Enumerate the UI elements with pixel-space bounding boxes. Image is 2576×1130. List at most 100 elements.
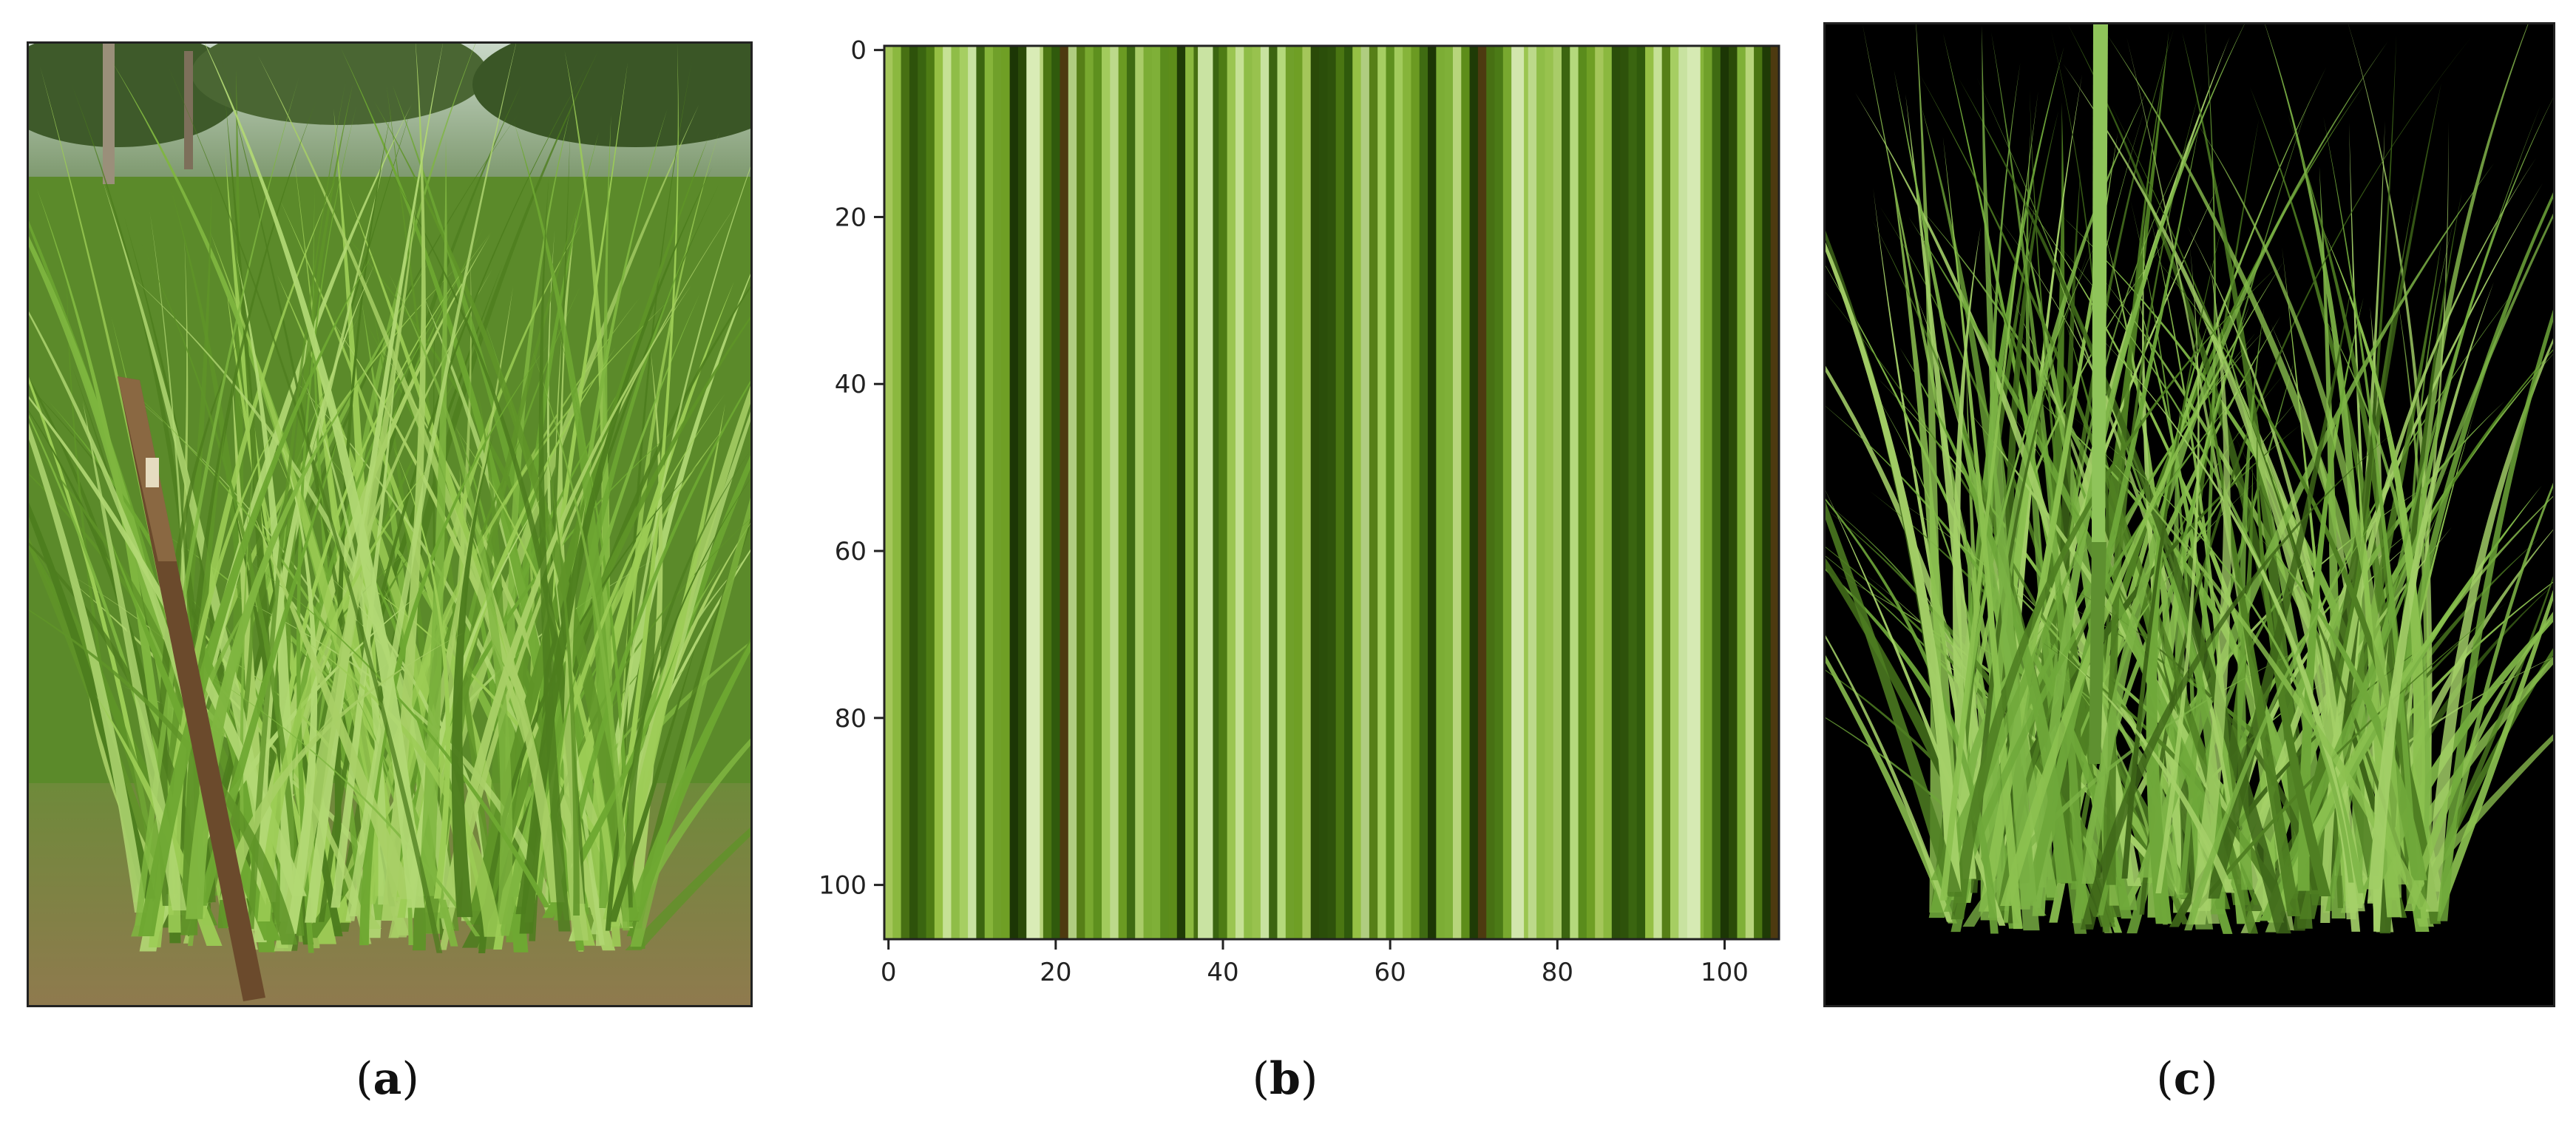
stripe — [909, 46, 918, 939]
grass-blade — [340, 47, 589, 915]
stripe — [1561, 46, 1570, 939]
stripe — [1628, 46, 1638, 939]
stripe — [1335, 46, 1345, 939]
stripe — [1477, 46, 1487, 939]
caption-a: (a) — [356, 1053, 419, 1105]
grass-blade — [204, 44, 425, 908]
grass-blade — [2089, 436, 2431, 910]
stripe — [1670, 46, 1679, 939]
grass-blade — [135, 77, 299, 926]
stripe — [1720, 46, 1729, 939]
stripe — [1093, 46, 1102, 939]
grass-blade — [624, 641, 750, 921]
grass-blade — [2130, 200, 2198, 924]
stripe — [976, 46, 986, 939]
stripe — [1595, 46, 1604, 939]
stripe — [1085, 46, 1094, 939]
grass-blade — [545, 281, 734, 895]
grass-blade — [1826, 501, 1963, 897]
grass-blade — [2234, 183, 2543, 891]
stripe — [1110, 46, 1119, 939]
grass-blade — [138, 249, 376, 937]
segmented-grass-illustration — [1826, 24, 2553, 1005]
stripe — [934, 46, 943, 939]
stripe — [1486, 46, 1496, 939]
grass-blade — [334, 103, 393, 896]
stripe — [1770, 46, 1780, 939]
stripe — [1645, 46, 1654, 939]
y-tick-label: 60 — [835, 537, 867, 566]
grass-blade — [1968, 411, 2285, 923]
grass-blade — [2367, 282, 2494, 904]
y-tick-label: 0 — [850, 36, 867, 66]
caption-b: (b) — [1252, 1053, 1318, 1105]
stripe — [1737, 46, 1746, 939]
x-axis-ticks: 0 20 40 60 80 100 — [881, 939, 1749, 987]
grass-blade — [1982, 25, 2040, 931]
stripe-plot-svg: 0 20 40 60 80 100 0 20 40 60 80 100 — [818, 36, 1780, 987]
y-axis-ticks: 0 20 40 60 80 100 — [818, 36, 884, 901]
stripe — [1102, 46, 1111, 939]
stripe — [993, 46, 1002, 939]
grass-blade — [1980, 89, 2148, 921]
stripe — [1244, 46, 1253, 939]
stripe — [1729, 46, 1738, 939]
grass-blade — [392, 444, 451, 899]
y-tick-label: 100 — [818, 871, 867, 901]
grass-blade — [278, 433, 318, 934]
stripe — [1461, 46, 1471, 939]
grass-blade — [328, 315, 616, 951]
stripe — [1269, 46, 1278, 939]
grass-blade — [2425, 338, 2553, 912]
stripe — [926, 46, 935, 939]
grass-blade — [538, 175, 571, 932]
stripe — [918, 46, 927, 939]
stripe — [1578, 46, 1587, 939]
stripe — [1135, 46, 1145, 939]
stripe — [1377, 46, 1387, 939]
grass-blade — [186, 360, 373, 919]
stripe — [1419, 46, 1428, 939]
stripe — [1051, 46, 1061, 939]
stripe — [1611, 46, 1621, 939]
grass-blade — [2179, 24, 2216, 894]
stripe — [1586, 46, 1596, 939]
grass-blade — [2260, 485, 2542, 921]
stripe — [968, 46, 977, 939]
grass-blade — [82, 401, 187, 911]
stripe — [1528, 46, 1537, 939]
stripe — [1143, 46, 1153, 939]
grass-blade — [2046, 640, 2235, 893]
grass-blade — [418, 137, 447, 896]
stripe — [1218, 46, 1228, 939]
stripe — [1077, 46, 1086, 939]
stripe — [1185, 46, 1195, 939]
grass-blade — [196, 416, 345, 906]
stripe — [959, 46, 969, 939]
stripe — [1444, 46, 1454, 939]
stripe — [1545, 46, 1554, 939]
stripe — [943, 46, 952, 939]
stripe — [1762, 46, 1772, 939]
grass-blade — [2155, 245, 2200, 893]
stripe — [1235, 46, 1244, 939]
grass-blade — [2188, 262, 2231, 925]
stripe — [1678, 46, 1688, 939]
grass-blade — [249, 505, 416, 899]
stripe — [1603, 46, 1613, 939]
stripe-bright — [1026, 46, 1040, 939]
stripe — [1068, 46, 1077, 939]
stripe — [1277, 46, 1287, 939]
stripe — [1210, 46, 1219, 939]
stripe — [1394, 46, 1403, 939]
grass-blade — [1826, 635, 1953, 922]
grass-blade — [465, 516, 565, 903]
stripe — [1360, 46, 1370, 939]
grass-blade — [2265, 24, 2365, 904]
stripe — [1620, 46, 1630, 939]
stripe-bright — [1511, 46, 1525, 939]
stripe — [1386, 46, 1395, 939]
stripe — [1310, 46, 1320, 939]
stripe — [1369, 46, 1378, 939]
grass-blade — [519, 166, 713, 934]
